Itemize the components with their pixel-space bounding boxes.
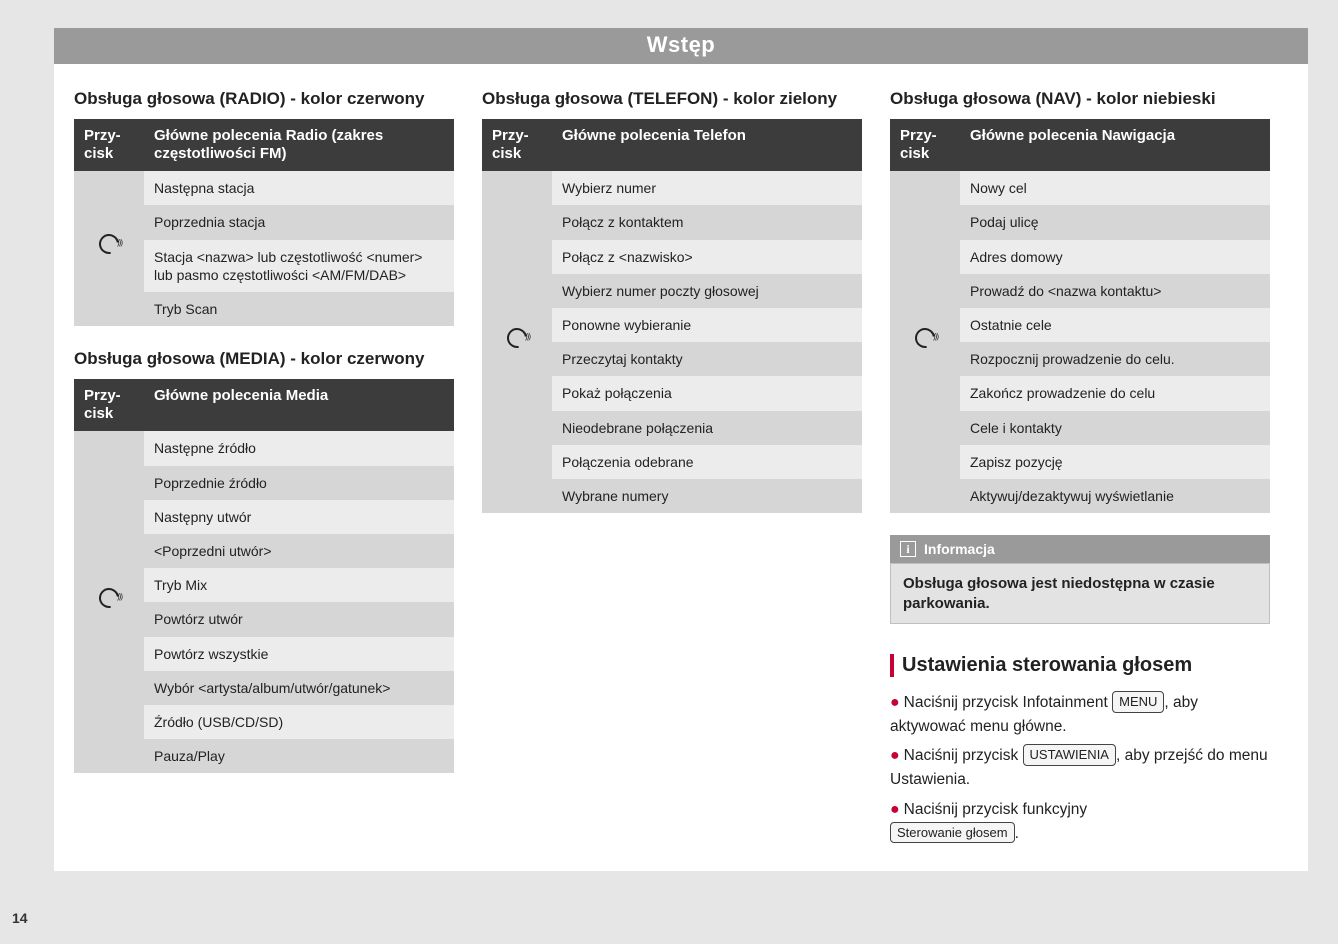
command-cell: Połącz z <nazwisko>	[552, 240, 862, 274]
command-cell: Powtórz wszystkie	[144, 637, 454, 671]
command-cell: Tryb Scan	[144, 292, 454, 326]
info-header: i Informacja	[890, 535, 1270, 563]
keycap-sterowanie: Sterowanie głosem	[890, 822, 1015, 844]
command-cell: Zapisz pozycję	[960, 445, 1270, 479]
command-cell: Aktywuj/dezaktywuj wyświetlanie	[960, 479, 1270, 513]
bullet-row: ●Naciśnij przycisk Infotainment MENU, ab…	[890, 691, 1270, 738]
keycap-menu: MENU	[1112, 691, 1164, 713]
command-cell: Podaj ulicę	[960, 205, 1270, 239]
col-header-button: Przy- cisk	[74, 379, 144, 431]
keycap-ustawienia: USTAWIENIA	[1023, 744, 1116, 766]
bullet-row: ●Naciśnij przycisk USTAWIENIA, aby przej…	[890, 744, 1270, 791]
command-cell: Wybierz numer	[552, 171, 862, 205]
section-title: Obsługa głosowa (TELEFON) - kolor zielon…	[482, 88, 862, 109]
settings-bullets: ●Naciśnij przycisk Infotainment MENU, ab…	[890, 691, 1270, 845]
command-cell: Następny utwór	[144, 500, 454, 534]
command-cell: Połączenia odebrane	[552, 445, 862, 479]
table-media: Przy- cisk Główne polecenia Media Następ…	[74, 379, 454, 773]
voice-icon	[503, 324, 531, 352]
command-cell: Przeczytaj kontakty	[552, 342, 862, 376]
section-title: Obsługa głosowa (NAV) - kolor niebieski	[890, 88, 1270, 109]
command-cell: Poprzednie źródło	[144, 466, 454, 500]
command-cell: Rozpocznij prowadzenie do celu.	[960, 342, 1270, 376]
command-cell: Nowy cel	[960, 171, 1270, 205]
columns: Obsługa głosowa (RADIO) - kolor czerwony…	[54, 64, 1308, 871]
command-cell: Pauza/Play	[144, 739, 454, 773]
col-header-button: Przy- cisk	[482, 119, 552, 171]
command-cell: Powtórz utwór	[144, 602, 454, 636]
info-box: i Informacja Obsługa głosowa jest niedos…	[890, 535, 1270, 624]
page-number: 14	[12, 910, 28, 926]
column-right: Obsługa głosowa (NAV) - kolor niebieski …	[890, 88, 1270, 851]
page-title: Wstęp	[647, 32, 716, 57]
bullet-text: Naciśnij przycisk Infotainment	[904, 694, 1112, 711]
command-cell: Nieodebrane połączenia	[552, 411, 862, 445]
col-header-commands: Główne polecenia Telefon	[552, 119, 862, 171]
command-cell: Źródło (USB/CD/SD)	[144, 705, 454, 739]
voice-icon	[95, 584, 123, 612]
command-cell: Następne źródło	[144, 431, 454, 465]
bullet-icon: ●	[890, 694, 900, 711]
column-middle: Obsługa głosowa (TELEFON) - kolor zielon…	[482, 88, 862, 851]
info-body: Obsługa głosowa jest niedostępna w czasi…	[890, 563, 1270, 624]
settings-heading: Ustawienia sterowania głosem	[890, 654, 1270, 677]
table-telefon: Przy- cisk Główne polecenia Telefon Wybi…	[482, 119, 862, 513]
command-cell: Prowadź do <nazwa kontaktu>	[960, 274, 1270, 308]
voice-icon-cell	[482, 171, 552, 513]
bullet-icon: ●	[890, 747, 900, 764]
command-cell: Zakończ prowadzenie do celu	[960, 376, 1270, 410]
command-cell: Cele i kontakty	[960, 411, 1270, 445]
section-title: Obsługa głosowa (MEDIA) - kolor czerwony	[74, 348, 454, 369]
bullet-icon: ●	[890, 801, 900, 818]
col-header-button: Przy- cisk	[890, 119, 960, 171]
command-cell: Stacja <nazwa> lub częstotliwość <numer>…	[144, 240, 454, 292]
table-nav: Przy- cisk Główne polecenia Nawigacja No…	[890, 119, 1270, 513]
section-title: Obsługa głosowa (RADIO) - kolor czerwony	[74, 88, 454, 109]
col-header-commands: Główne polecenia Nawigacja	[960, 119, 1270, 171]
command-cell: <Poprzedni utwór>	[144, 534, 454, 568]
bullet-text: Naciśnij przycisk funkcyjny	[904, 801, 1087, 818]
command-cell: Następna stacja	[144, 171, 454, 205]
bullet-text: Naciśnij przycisk	[904, 747, 1023, 764]
command-cell: Poprzednia stacja	[144, 205, 454, 239]
col-header-commands: Główne polecenia Radio (zakres częstotli…	[144, 119, 454, 171]
command-cell: Ostatnie cele	[960, 308, 1270, 342]
command-cell: Adres domowy	[960, 240, 1270, 274]
command-cell: Ponowne wybieranie	[552, 308, 862, 342]
voice-icon-cell	[74, 171, 144, 326]
info-icon: i	[900, 541, 916, 557]
command-cell: Wybrane numery	[552, 479, 862, 513]
info-label: Informacja	[924, 541, 995, 557]
voice-icon-cell	[74, 431, 144, 773]
voice-icon-cell	[890, 171, 960, 513]
table-radio: Przy- cisk Główne polecenia Radio (zakre…	[74, 119, 454, 326]
voice-icon	[911, 324, 939, 352]
page-title-band: Wstęp	[54, 28, 1308, 64]
col-header-button: Przy- cisk	[74, 119, 144, 171]
command-cell: Tryb Mix	[144, 568, 454, 602]
page: Wstęp Obsługa głosowa (RADIO) - kolor cz…	[54, 28, 1308, 871]
col-header-commands: Główne polecenia Media	[144, 379, 454, 431]
bullet-text: .	[1015, 825, 1019, 842]
command-cell: Pokaż połączenia	[552, 376, 862, 410]
command-cell: Wybór <artysta/album/utwór/gatunek>	[144, 671, 454, 705]
command-cell: Wybierz numer poczty głosowej	[552, 274, 862, 308]
command-cell: Połącz z kontaktem	[552, 205, 862, 239]
column-left: Obsługa głosowa (RADIO) - kolor czerwony…	[74, 88, 454, 851]
bullet-row: ●Naciśnij przycisk funkcyjny Sterowanie …	[890, 798, 1270, 845]
voice-icon	[95, 230, 123, 258]
